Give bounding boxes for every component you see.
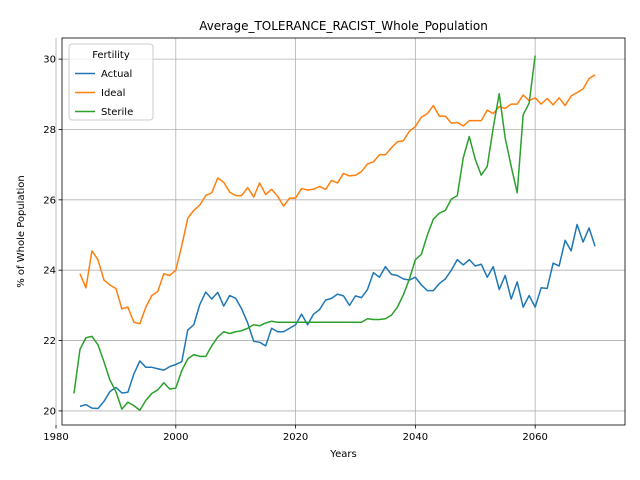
legend-title: Fertility bbox=[92, 50, 130, 61]
axis-ticks: 1980 2000 2020 2040 2060 20 22 24 26 28 30 bbox=[43, 55, 548, 443]
x-tick-label: 2020 bbox=[283, 432, 308, 443]
grid bbox=[55, 38, 625, 425]
plot-frame bbox=[61, 37, 626, 426]
y-tick-label: 24 bbox=[43, 266, 56, 277]
legend: Fertility Actual Ideal Sterile bbox=[68, 43, 154, 121]
legend-box bbox=[68, 43, 154, 121]
x-tick-label: 2040 bbox=[403, 432, 428, 443]
series-lines bbox=[73, 55, 596, 411]
x-tick-label: 2060 bbox=[522, 432, 547, 443]
legend-label-ideal: Ideal bbox=[101, 88, 125, 99]
chart-title: Average_TOLERANCE_RACIST_Whole_Populatio… bbox=[199, 19, 488, 33]
series-line-ideal bbox=[79, 74, 596, 325]
legend-label-actual: Actual bbox=[101, 69, 132, 80]
legend-items: Actual Ideal Sterile bbox=[75, 69, 133, 118]
x-axis-label: Years bbox=[329, 449, 356, 460]
y-tick-label: 30 bbox=[43, 55, 56, 66]
series-line-actual bbox=[79, 223, 596, 410]
series-line-sterile bbox=[73, 55, 536, 411]
legend-label-sterile: Sterile bbox=[101, 107, 133, 118]
x-tick-label: 1980 bbox=[43, 432, 68, 443]
x-tick-label: 2000 bbox=[163, 432, 188, 443]
y-axis-label: % of Whole Population bbox=[16, 175, 27, 288]
y-tick-label: 28 bbox=[43, 125, 56, 136]
y-tick-label: 22 bbox=[43, 336, 56, 347]
y-tick-label: 20 bbox=[43, 406, 56, 417]
y-tick-label: 26 bbox=[43, 195, 56, 206]
